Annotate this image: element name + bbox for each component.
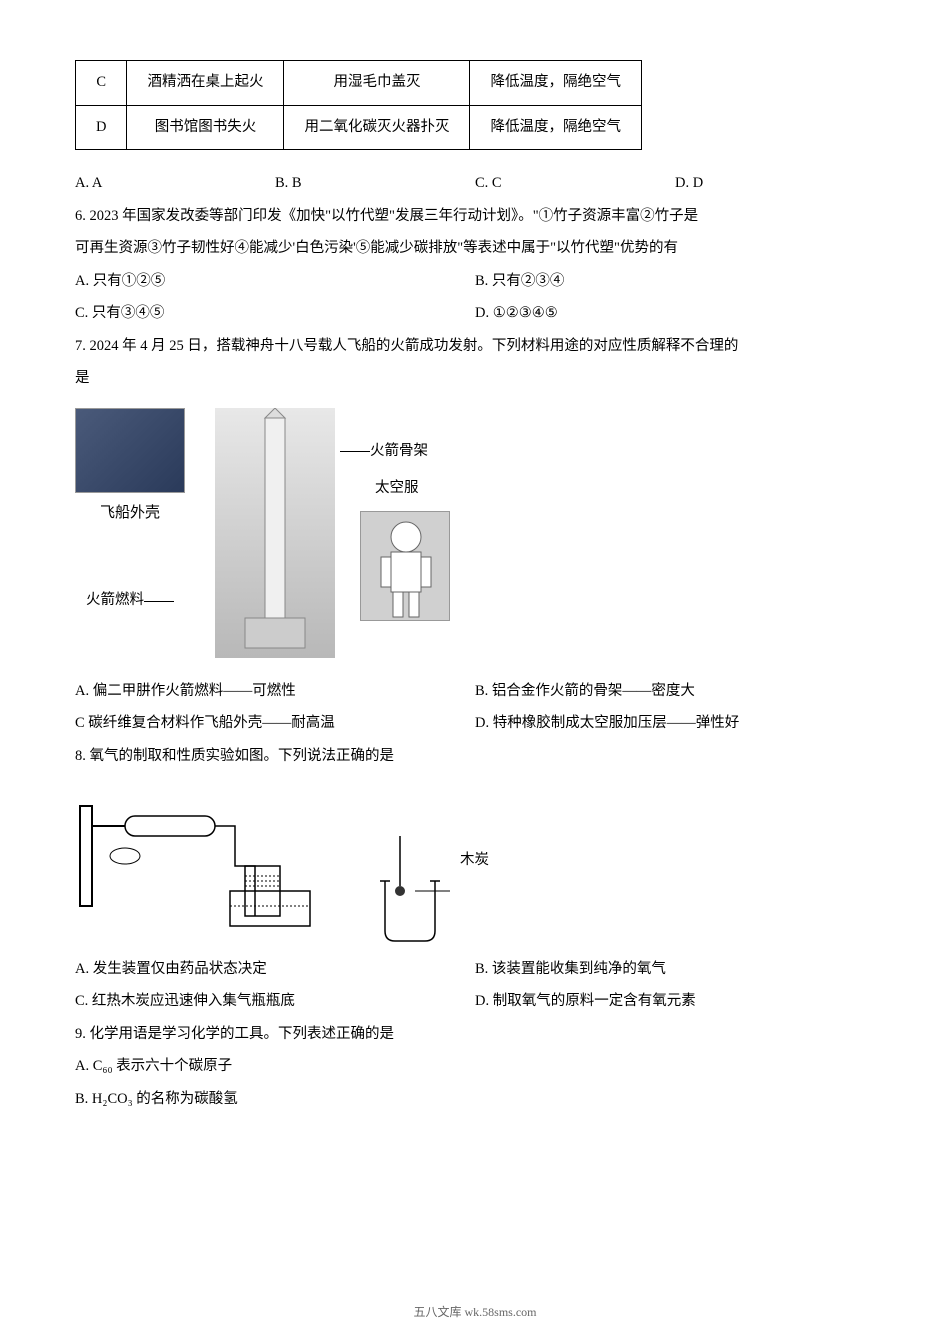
rocket-image	[215, 408, 335, 658]
frame-line	[340, 451, 370, 452]
q6-text-line1: 6. 2023 年国家发改委等部门印发《加快"以竹代塑"发展三年行动计划》。"①…	[75, 203, 875, 231]
suit-label: 太空服	[340, 475, 450, 503]
cell: 降低温度，隔绝空气	[470, 61, 642, 106]
charcoal-label: 木炭	[460, 847, 489, 875]
fuel-label: 火箭燃料	[86, 587, 144, 615]
q7-options-row1: A. 偏二甲肼作火箭燃料——可燃性 B. 铝合金作火箭的骨架——密度大	[75, 678, 875, 706]
option-a: A. 只有①②⑤	[75, 268, 475, 296]
option-b: B. 铝合金作火箭的骨架——密度大	[475, 678, 875, 706]
oxygen-apparatus-image	[75, 786, 325, 936]
q9-option-b: B. H₂CO₃ 的名称为碳酸氢	[75, 1086, 875, 1114]
q7-left-column: 飞船外壳 火箭燃料	[75, 408, 185, 615]
option-c: C 碳纤维复合材料作飞船外壳——耐高温	[75, 710, 475, 738]
q9-option-a: A. C₆₀ 表示六十个碳原子	[75, 1053, 875, 1081]
option-a: A. 发生装置仅由药品状态决定	[75, 956, 475, 984]
fuel-line	[144, 601, 174, 602]
option-c: C. 红热木炭应迅速伸入集气瓶瓶底	[75, 988, 475, 1016]
q7-text-line1: 7. 2024 年 4 月 25 日，搭载神舟十八号载人飞船的火箭成功发射。下列…	[75, 333, 875, 361]
q6-options-row1: A. 只有①②⑤ B. 只有②③④	[75, 268, 875, 296]
option-d: D. 制取氧气的原料一定含有氧元素	[475, 988, 875, 1016]
table-row: C 酒精洒在桌上起火 用湿毛巾盖灭 降低温度，隔绝空气	[76, 61, 642, 106]
charcoal-svg	[375, 836, 455, 956]
frame-label-container: 火箭骨架	[340, 438, 450, 466]
cell: 图书馆图书失火	[127, 105, 284, 150]
q8-figure: 木炭	[75, 786, 875, 936]
charcoal-container: 木炭	[375, 836, 489, 936]
spacesuit-svg	[361, 512, 451, 622]
cell: 用二氧化碳灭火器扑灭	[284, 105, 470, 150]
option-d: D. 特种橡胶制成太空服加压层——弹性好	[475, 710, 875, 738]
footer-text: 五八文库 wk.58sms.com	[0, 1301, 950, 1324]
apparatus-svg	[75, 786, 325, 936]
option-b: B. 该装置能收集到纯净的氧气	[475, 956, 875, 984]
option-d: D. D	[675, 170, 875, 198]
option-b: B. B	[275, 170, 475, 198]
option-a: A. 偏二甲肼作火箭燃料——可燃性	[75, 678, 475, 706]
option-b: B. 只有②③④	[475, 268, 875, 296]
q9-text: 9. 化学用语是学习化学的工具。下列表述正确的是	[75, 1021, 875, 1049]
q7-right-labels: 火箭骨架 太空服	[335, 408, 450, 633]
cell: 酒精洒在桌上起火	[127, 61, 284, 106]
option-c: C. C	[475, 170, 675, 198]
q8-options-row2: C. 红热木炭应迅速伸入集气瓶瓶底 D. 制取氧气的原料一定含有氧元素	[75, 988, 875, 1016]
q8-text: 8. 氧气的制取和性质实验如图。下列说法正确的是	[75, 743, 875, 771]
cell: 降低温度，隔绝空气	[470, 105, 642, 150]
spacecraft-shell-image	[75, 408, 185, 493]
cell: D	[76, 105, 127, 150]
option-d: D. ①②③④⑤	[475, 300, 875, 328]
spacesuit-image	[360, 511, 450, 621]
fire-table: C 酒精洒在桌上起火 用湿毛巾盖灭 降低温度，隔绝空气 D 图书馆图书失火 用二…	[75, 60, 642, 150]
q6-options-row2: C. 只有③④⑤ D. ①②③④⑤	[75, 300, 875, 328]
q7-text-line2: 是	[75, 365, 875, 393]
fuel-label-container: 火箭燃料	[86, 587, 174, 615]
cell: C	[76, 61, 127, 106]
q8-options-row1: A. 发生装置仅由药品状态决定 B. 该装置能收集到纯净的氧气	[75, 956, 875, 984]
option-c: C. 只有③④⑤	[75, 300, 475, 328]
q5-options: A. A B. B C. C D. D	[75, 170, 875, 198]
q7-right-container: 火箭骨架 太空服	[215, 408, 450, 658]
option-a: A. A	[75, 170, 275, 198]
cell: 用湿毛巾盖灭	[284, 61, 470, 106]
charcoal-jar-image	[375, 836, 455, 936]
q7-options-row2: C 碳纤维复合材料作飞船外壳——耐高温 D. 特种橡胶制成太空服加压层——弹性好	[75, 710, 875, 738]
rocket-svg	[215, 408, 335, 658]
table-row: D 图书馆图书失火 用二氧化碳灭火器扑灭 降低温度，隔绝空气	[76, 105, 642, 150]
q6-text-line2: 可再生资源③竹子韧性好④能减少'白色污染'⑤能减少碳排放"等表述中属于"以竹代塑…	[75, 235, 875, 263]
frame-label: 火箭骨架	[370, 438, 428, 466]
shell-label: 飞船外壳	[100, 499, 160, 528]
q7-figure: 飞船外壳 火箭燃料 火箭骨架 太空服	[75, 408, 875, 658]
